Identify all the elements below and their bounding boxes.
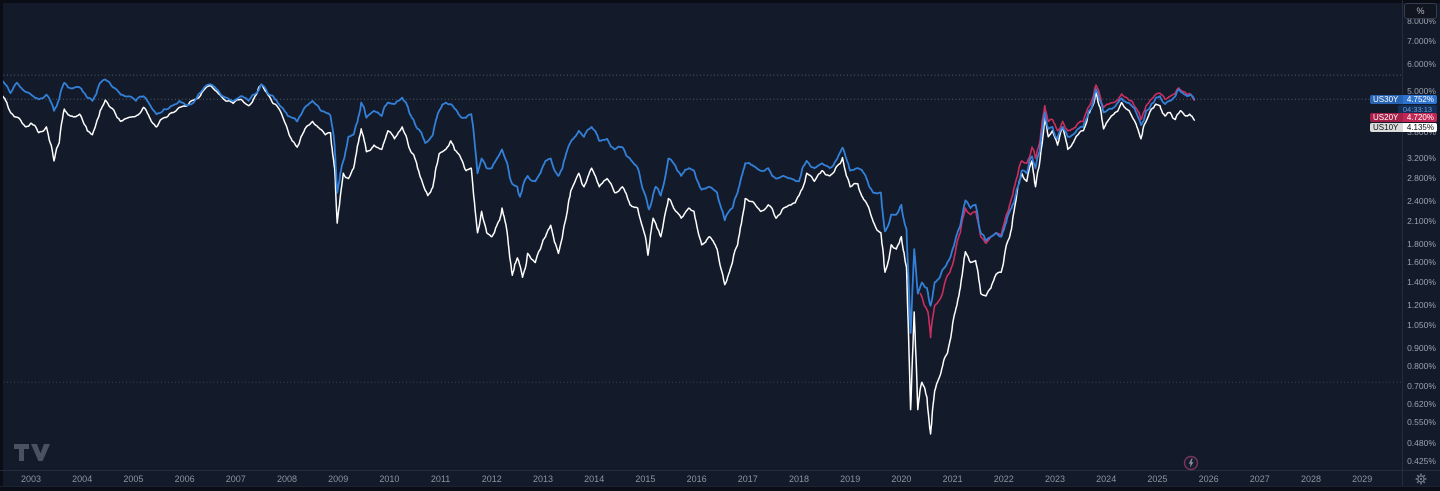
window-edge-bottom — [0, 487, 1440, 489]
time-tick-label: 2029 — [1352, 474, 1373, 484]
price-label-us30y: US30Y 4.752% — [1370, 94, 1437, 104]
series-line-us30y — [1, 78, 1196, 334]
time-axis-separator — [0, 470, 1440, 471]
price-tick-label: 3.200% — [1407, 153, 1436, 164]
price-label-us20y: US20Y 4.720% — [1370, 113, 1437, 122]
time-tick-label: 2018 — [788, 474, 810, 484]
time-tick-label: 2020 — [891, 474, 912, 484]
price-tick-label: 3.800% — [1407, 127, 1436, 138]
time-tick-label: 2009 — [328, 474, 349, 484]
price-level-dotted-lines — [0, 74, 1402, 383]
price-tick-label: 1.050% — [1407, 320, 1436, 331]
time-tick-label: 2008 — [276, 474, 298, 484]
time-tick-label: 2006 — [174, 474, 195, 484]
time-tick-label: 2016 — [686, 474, 707, 484]
price-tick-label: 2.800% — [1407, 173, 1436, 184]
time-tick-label: 2007 — [225, 474, 246, 484]
price-tick-label: 8.000% — [1407, 15, 1436, 26]
series-line-us20y — [919, 84, 1196, 339]
time-tick-label: 2024 — [1096, 474, 1117, 484]
time-tick-label: 2017 — [737, 474, 758, 484]
series-lines — [1, 78, 1196, 435]
price-tick-label: 0.425% — [1407, 455, 1436, 466]
lightning-icon — [1188, 458, 1194, 468]
time-tick-label: 2005 — [123, 474, 144, 484]
price-label-us10y: US10Y 4.135% — [1370, 122, 1437, 132]
price-tick-label: 2.100% — [1407, 216, 1436, 227]
price-tick-label: 5.000% — [1407, 86, 1436, 97]
time-tick-label: 2027 — [1249, 474, 1270, 484]
series-line-us10y — [2, 83, 1196, 435]
time-tick-label: 2028 — [1300, 474, 1322, 484]
percent-scale-button[interactable]: % — [1404, 3, 1437, 19]
price-tick-label: 6.000% — [1407, 58, 1436, 69]
price-tick-label: 0.550% — [1407, 417, 1436, 428]
price-tick-label: 1.200% — [1407, 300, 1436, 311]
time-tick-label: 2026 — [1198, 474, 1219, 484]
economic-event-marker[interactable] — [1183, 455, 1199, 471]
price-tick-label: 1.600% — [1407, 256, 1436, 267]
time-tick-label: 2014 — [584, 474, 605, 484]
time-tick-label: 2019 — [840, 474, 861, 484]
price-tick-label: 1.800% — [1407, 239, 1436, 250]
us20y-value: 4.720% — [1406, 113, 1434, 122]
window-edge-left — [0, 0, 3, 489]
price-tick-label: 0.620% — [1407, 399, 1436, 410]
price-axis[interactable]: 8.000% 7.000% 6.000% 5.000% 3.800% 3.200% 2.80… — [1403, 0, 1440, 470]
window-edge-top — [0, 0, 1440, 3]
us30y-ticker: US30Y — [1370, 94, 1403, 104]
price-axis-separator — [1402, 0, 1403, 487]
price-tick-label: 0.900% — [1407, 343, 1436, 354]
time-tick-label: 2011 — [430, 474, 451, 484]
time-tick-label: 2013 — [532, 474, 554, 484]
price-tick-label: 0.700% — [1407, 381, 1436, 391]
price-tick-label: 2.400% — [1407, 196, 1436, 207]
time-tick-label: 2010 — [379, 474, 400, 484]
time-tick-label: 2004 — [72, 474, 93, 484]
us10y-value: 4.135% — [1406, 122, 1434, 132]
time-axis[interactable]: 2003 2004 2005 2006 2007 2008 2009 2010 2011 2012… — [0, 471, 1402, 487]
time-tick-label: 2012 — [481, 474, 502, 484]
price-tick-label: 0.480% — [1407, 437, 1436, 448]
tradingview-logo-icon[interactable] — [14, 444, 50, 467]
time-tick-label: 2022 — [993, 474, 1014, 484]
time-tick-label: 2021 — [942, 474, 963, 484]
bottom-divider — [0, 486, 1440, 487]
time-tick-label: 2015 — [635, 474, 656, 484]
time-tick-label: 2025 — [1147, 474, 1168, 484]
time-tick-label: 2023 — [1044, 474, 1066, 484]
us30y-value: 4.752% — [1406, 94, 1434, 104]
us30y-countdown-timer: 04:33:13 — [1398, 104, 1437, 114]
price-tick-label: 1.400% — [1407, 277, 1436, 288]
us20y-ticker: US20Y — [1370, 113, 1403, 122]
price-tick-label: 7.000% — [1407, 35, 1436, 46]
us10y-ticker: US10Y — [1370, 122, 1403, 132]
axis-settings-gear-icon[interactable] — [1414, 472, 1428, 486]
price-tick-label: 0.800% — [1407, 360, 1436, 371]
time-tick-label: 2003 — [20, 474, 42, 484]
